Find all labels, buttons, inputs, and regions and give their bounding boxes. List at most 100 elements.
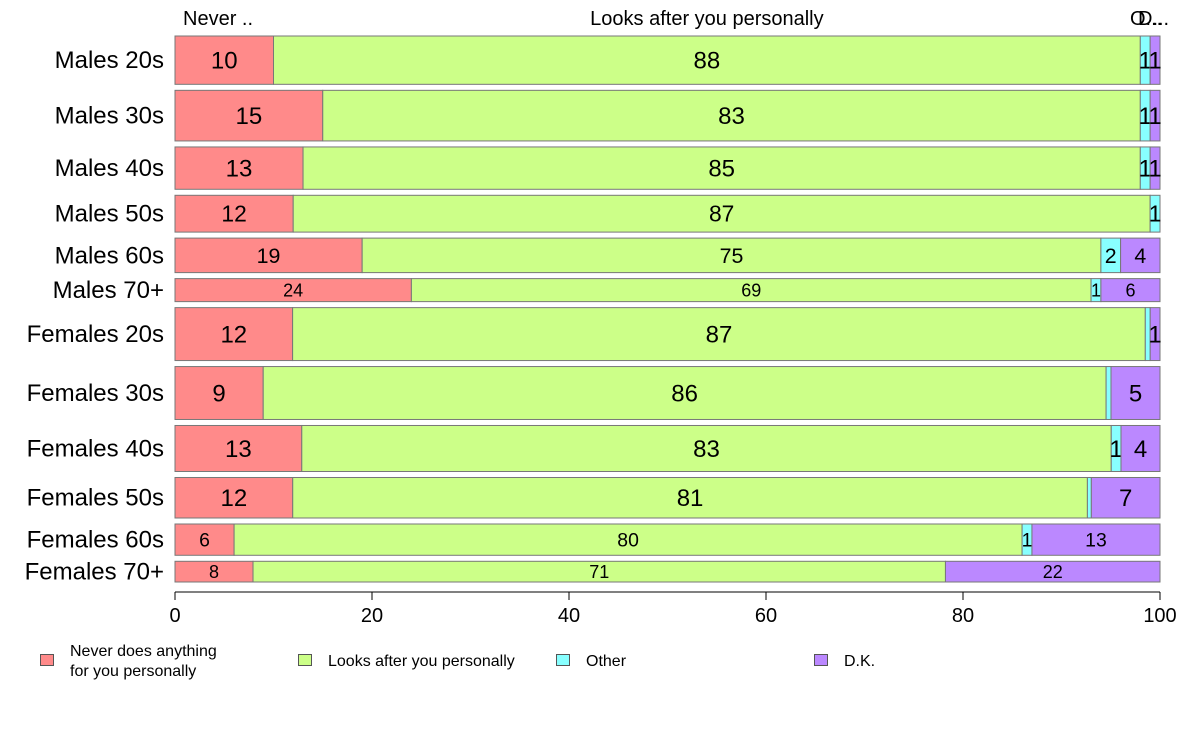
x-tick-label: 0	[169, 605, 180, 627]
legend-swatch	[814, 654, 828, 666]
data-label: 12	[221, 201, 246, 227]
data-label: 9	[212, 380, 225, 407]
bar-segment	[174, 237, 363, 274]
x-tick-label: 60	[755, 605, 777, 627]
legend-item: Looks after you personally	[298, 650, 515, 672]
bar-segment	[174, 307, 294, 362]
top-series-label: O...	[1130, 8, 1162, 30]
x-tick-label: 40	[558, 605, 580, 627]
data-label: 4	[1134, 436, 1147, 463]
category-label: Males 50s	[55, 201, 164, 228]
bar-segment	[262, 366, 1107, 420]
data-label: 1	[1139, 48, 1152, 75]
data-label: 1	[1022, 529, 1033, 551]
data-label: 13	[226, 156, 253, 183]
data-label: 1	[1139, 103, 1152, 130]
data-label: 83	[718, 103, 745, 130]
bar-segment	[233, 523, 1023, 556]
data-label: 1	[1148, 103, 1161, 130]
x-tick-label: 80	[952, 605, 974, 627]
bar-segment	[1120, 237, 1161, 274]
data-label: 7	[1119, 485, 1132, 512]
data-label: 1	[1091, 280, 1101, 300]
category-label: Males 70+	[53, 277, 164, 304]
data-label: 6	[199, 529, 210, 551]
data-label: 88	[694, 48, 721, 75]
category-label: Males 60s	[55, 242, 164, 269]
data-label: 80	[617, 529, 639, 551]
bar-segment	[322, 89, 1141, 142]
legend-label: Looks after you personally	[328, 653, 515, 670]
bar-segment	[174, 366, 264, 420]
data-label: 1	[1148, 48, 1161, 75]
data-label: 1	[1139, 156, 1152, 183]
bar-segment	[174, 424, 303, 472]
category-label: Males 20s	[55, 47, 164, 74]
data-label: 19	[257, 244, 281, 268]
legend-label: D.K.	[844, 653, 876, 670]
category-label: Females 20s	[27, 321, 164, 348]
category-label: Males 30s	[55, 103, 164, 130]
legend-swatch	[298, 654, 312, 666]
bar-segment	[174, 194, 294, 233]
bar-segment	[1110, 366, 1161, 420]
data-label: 83	[693, 436, 720, 463]
bar-segment	[944, 560, 1161, 583]
data-label: 12	[221, 485, 248, 512]
bar-segment	[273, 35, 1141, 85]
data-label: 6	[1125, 280, 1135, 300]
category-label: Females 60s	[27, 527, 164, 554]
bar-segment	[1149, 146, 1161, 190]
data-label: 12	[220, 321, 247, 348]
bar-segment	[292, 476, 1088, 519]
data-label: 81	[677, 485, 704, 512]
data-label: 4	[1134, 244, 1146, 268]
x-tick-label: 20	[361, 605, 383, 627]
data-label: 1	[1148, 156, 1161, 183]
bar-segment	[174, 89, 324, 142]
bar-segment	[174, 476, 294, 519]
data-label: 87	[709, 201, 734, 227]
bar-segment	[174, 146, 304, 190]
bar-segment	[1100, 278, 1161, 303]
data-label: 5	[1129, 380, 1142, 407]
bar-segment	[361, 237, 1102, 274]
category-label: Males 40s	[55, 155, 164, 182]
data-label: 10	[211, 48, 238, 75]
data-label: 13	[225, 436, 252, 463]
data-label: 1	[1149, 201, 1162, 227]
bar-segment	[301, 424, 1112, 472]
legend-item: Never does anything for you personally	[40, 640, 217, 682]
legend-label: Other	[586, 653, 627, 670]
data-label: 87	[706, 321, 733, 348]
data-label: 85	[708, 156, 735, 183]
x-tick-label: 100	[1143, 605, 1176, 627]
data-label: 69	[741, 280, 761, 300]
data-label: 86	[671, 380, 698, 407]
bar-segment	[1031, 523, 1161, 556]
bar-segment	[1120, 424, 1161, 472]
chart-legend: Never does anything for you personally Lo…	[0, 640, 1188, 700]
legend-item: Other	[556, 650, 626, 672]
data-label: 15	[236, 103, 263, 130]
data-label: 24	[283, 280, 303, 300]
bar-segment	[1149, 307, 1161, 362]
data-label: 1	[1148, 321, 1161, 348]
bar-segment	[1149, 35, 1161, 85]
top-series-label: Looks after you personally	[590, 8, 823, 30]
data-label: 8	[209, 562, 219, 582]
bar-segment	[1149, 194, 1161, 233]
legend-swatch	[556, 654, 570, 666]
data-label: 2	[1105, 244, 1117, 268]
legend-swatch	[40, 654, 54, 666]
legend-item: D.K.	[814, 650, 875, 672]
data-label: 22	[1043, 562, 1063, 582]
data-label: 13	[1085, 529, 1107, 551]
bar-segment	[302, 146, 1141, 190]
category-label: Females 40s	[27, 435, 164, 462]
data-label: 1	[1109, 436, 1122, 463]
bar-segment	[1086, 476, 1092, 519]
bar-segment	[1149, 89, 1161, 142]
data-label: 71	[589, 562, 609, 582]
bar-segment	[1105, 366, 1112, 420]
